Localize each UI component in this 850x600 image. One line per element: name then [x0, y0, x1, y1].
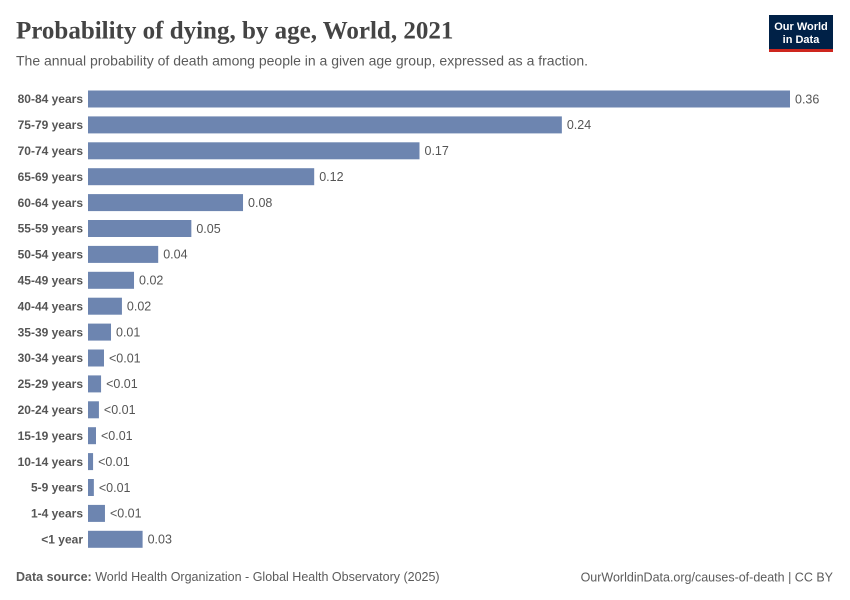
bar: [88, 479, 94, 496]
bar: [88, 142, 420, 160]
logo-stripe: [769, 49, 833, 52]
bar: [88, 220, 192, 237]
category-label: 25-29 years: [18, 377, 84, 391]
value-label: 0.04: [163, 248, 187, 262]
category-label: 45-49 years: [18, 273, 84, 287]
category-label: 35-39 years: [18, 325, 84, 339]
bar: [88, 530, 143, 548]
bar: [88, 194, 244, 212]
chart-title: Probability of dying, by age, World, 202…: [16, 18, 453, 45]
category-label: 5-9 years: [31, 481, 83, 495]
category-label: 1-4 years: [31, 507, 83, 521]
bar: [88, 116, 562, 134]
bar: [88, 504, 105, 522]
credit[interactable]: OurWorldinData.org/causes-of-death | CC …: [581, 570, 834, 584]
logo-text: Our World: [774, 21, 828, 33]
value-label: 0.24: [567, 118, 591, 132]
category-label: 10-14 years: [18, 455, 84, 469]
category-label: 15-19 years: [18, 429, 84, 443]
logo-text: in Data: [783, 34, 821, 46]
source-text: World Health Organization - Global Healt…: [95, 570, 439, 584]
category-label: 50-54 years: [18, 248, 84, 262]
value-label: 0.12: [319, 170, 343, 184]
value-label: <0.01: [104, 403, 136, 417]
value-label: <0.01: [106, 377, 138, 391]
category-label: 40-44 years: [18, 299, 84, 313]
bar: [88, 401, 99, 419]
category-label: 60-64 years: [18, 196, 84, 210]
category-label: 30-34 years: [18, 351, 84, 365]
value-label: 0.08: [248, 196, 272, 210]
value-label: <0.01: [98, 455, 130, 469]
value-label: <0.01: [99, 481, 131, 495]
category-label: 70-74 years: [18, 144, 84, 158]
bar: [88, 375, 102, 393]
value-label: 0.36: [795, 92, 819, 106]
source-label: Data source:: [16, 570, 92, 584]
value-label: 0.17: [425, 144, 449, 158]
category-label: <1 year: [41, 532, 83, 546]
bar: [88, 323, 112, 341]
source: Data source: World Health Organization -…: [16, 570, 440, 584]
bar: [88, 90, 790, 108]
value-label: 0.02: [127, 299, 151, 313]
value-label: <0.01: [109, 351, 141, 365]
bar: [88, 271, 135, 289]
value-label: <0.01: [101, 429, 133, 443]
value-label: 0.05: [196, 222, 220, 236]
logo-box: [769, 15, 833, 51]
value-label: 0.01: [116, 325, 140, 339]
category-label: 65-69 years: [18, 170, 84, 184]
bar: [88, 349, 104, 367]
category-label: 80-84 years: [18, 92, 84, 106]
bar: [88, 297, 122, 315]
bar: [88, 427, 96, 445]
value-label: <0.01: [110, 507, 142, 521]
logo[interactable]: Our World in Data: [769, 15, 833, 52]
category-label: 20-24 years: [18, 403, 84, 417]
value-label: 0.03: [148, 533, 172, 547]
category-label: 75-79 years: [18, 118, 84, 132]
bar: [88, 245, 159, 263]
value-label: 0.02: [139, 274, 163, 288]
category-label: 55-59 years: [18, 222, 84, 236]
chart-subtitle: The annual probability of death among pe…: [16, 53, 588, 69]
bar: [88, 453, 94, 471]
bar: [88, 168, 315, 186]
